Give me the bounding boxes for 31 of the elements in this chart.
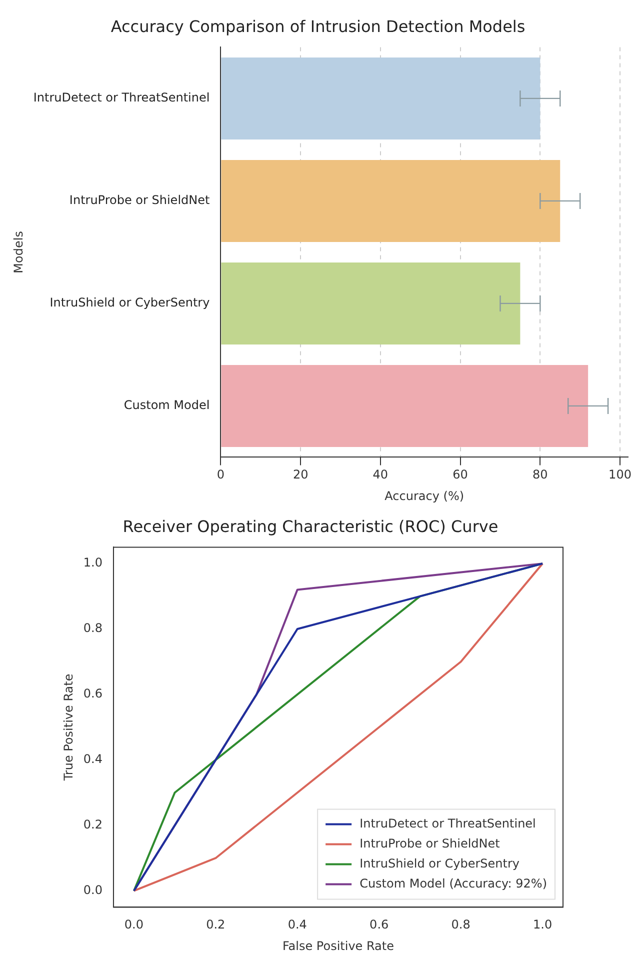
y-tick-label: 0.4 [83,752,102,766]
chart-title: Accuracy Comparison of Intrusion Detection Models [110,16,526,36]
x-axis-title: Accuracy (%) [384,488,464,503]
x-tick-label: 0.8 [451,918,470,932]
x-tick-label: 40 [372,468,388,482]
x-tick-label: 20 [292,468,308,482]
y-tick-label: IntruProbe or ShieldNet [69,193,210,208]
legend-label: Custom Model (Accuracy: 92%) [360,876,547,890]
y-tick-label: 1.0 [83,556,102,570]
y-tick-label: IntruDetect or ThreatSentinel [33,90,210,105]
y-tick-label: 0.8 [83,621,102,636]
legend-label: IntruShield or CyberSentry [360,856,520,870]
y-tick-label: Custom Model [124,398,210,412]
x-tick-label: 80 [532,468,548,482]
x-tick-label: 60 [452,468,468,482]
x-tick-label: 0.6 [370,918,389,932]
y-tick-label: 0.2 [83,818,102,832]
x-tick-label: 100 [608,468,632,482]
y-tick-label: IntruShield or CyberSentry [50,296,210,310]
y-tick-label: 0.0 [83,882,102,897]
legend-label: IntruProbe or ShieldNet [360,836,500,850]
x-tick-label: 1.0 [533,918,552,932]
chart-title: Receiver Operating Characteristic (ROC) Curve [122,516,498,536]
x-tick-label: 0.4 [288,918,307,932]
x-axis-title: False Positive Rate [282,938,394,953]
x-tick-label: 0.2 [206,918,226,932]
y-tick-label: 0.6 [83,686,102,701]
x-tick-label: 0 [216,468,225,482]
legend-label: IntruDetect or ThreatSentinel [360,816,536,830]
y-axis-title: Models [11,231,26,274]
y-axis-title: True Positive Rate [61,674,76,782]
